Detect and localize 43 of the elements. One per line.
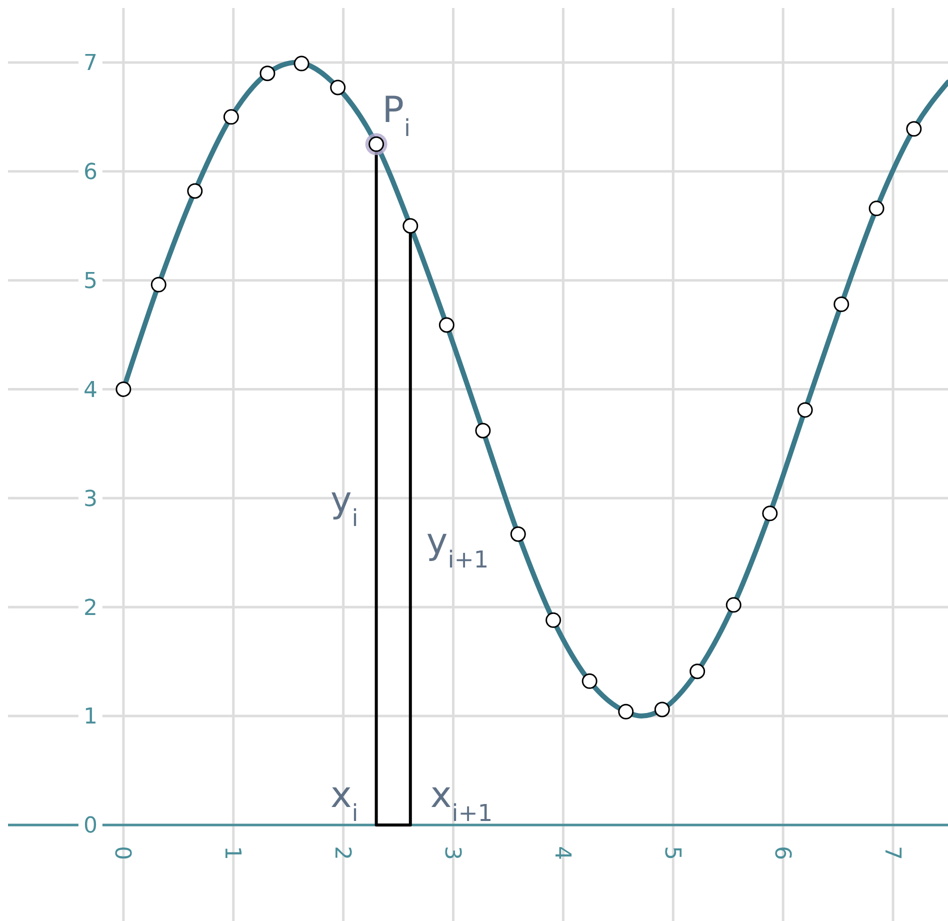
annotation: P$_{i}$ — [382, 90, 411, 142]
point — [223, 109, 239, 125]
x-tick-label: 7 — [879, 846, 904, 860]
point — [187, 183, 203, 199]
point — [834, 296, 850, 312]
y-tick-label: 6 — [83, 160, 98, 186]
point — [654, 702, 670, 718]
point — [475, 422, 491, 438]
x-tick-label: 3 — [440, 846, 465, 860]
point — [546, 612, 562, 628]
x-tick-label: 0 — [110, 846, 135, 860]
annotation: x$_{i+1}$ — [430, 774, 493, 827]
x-tick-label: 4 — [550, 846, 575, 860]
x-tick-label: 1 — [220, 846, 245, 860]
point — [150, 276, 166, 292]
y-tick-label: 3 — [83, 486, 98, 512]
point — [762, 506, 778, 522]
point — [116, 382, 132, 397]
point — [726, 597, 742, 613]
y-tick-label: 5 — [83, 269, 98, 294]
point — [868, 200, 884, 216]
point — [797, 402, 813, 418]
y-tick-label: 7 — [83, 51, 98, 76]
point — [618, 704, 634, 720]
y-tick-label: 0 — [83, 814, 98, 839]
point — [402, 218, 418, 234]
point — [294, 56, 310, 72]
point — [510, 526, 526, 542]
annotation: x$_{i}$ — [330, 774, 358, 827]
x-tick-label: 6 — [769, 846, 794, 860]
point — [438, 317, 454, 333]
annotation: y$_{i+1}$ — [426, 521, 489, 574]
x-tick-label: 5 — [659, 846, 684, 860]
point — [260, 66, 276, 82]
point — [906, 121, 922, 137]
y-tick-label: 2 — [83, 596, 98, 621]
point — [330, 80, 346, 96]
x-tick-label: 2 — [330, 846, 355, 860]
y-tick-label: 4 — [83, 378, 98, 403]
point — [690, 664, 706, 680]
y-tick-label: 1 — [83, 704, 98, 730]
annotation: y$_{i}$ — [330, 480, 358, 532]
point — [582, 673, 598, 689]
